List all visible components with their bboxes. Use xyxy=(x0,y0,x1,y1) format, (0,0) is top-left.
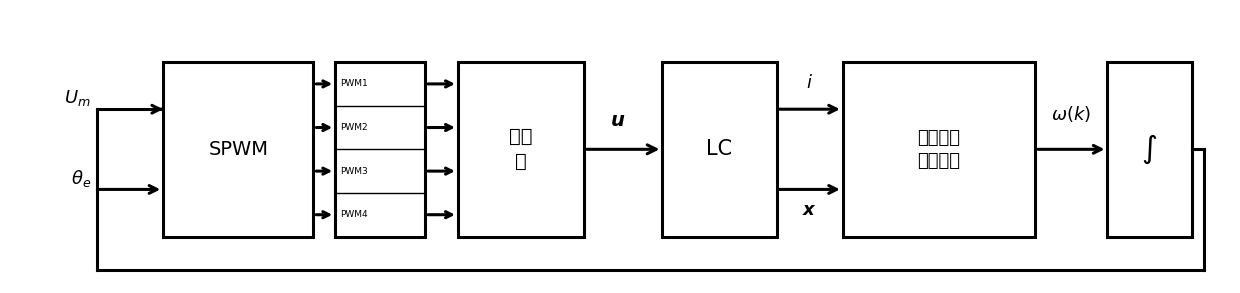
Bar xyxy=(1107,62,1192,236)
Text: SPWM: SPWM xyxy=(208,140,268,159)
Text: PWM4: PWM4 xyxy=(340,210,367,219)
Bar xyxy=(458,62,584,236)
Bar xyxy=(843,62,1035,236)
Text: 谐振频率
跟踪控制: 谐振频率 跟踪控制 xyxy=(918,129,961,170)
Text: $\theta_e$: $\theta_e$ xyxy=(71,168,91,189)
Text: ∫: ∫ xyxy=(1142,135,1157,164)
Text: $i$: $i$ xyxy=(806,74,813,92)
Text: $\boldsymbol{u}$: $\boldsymbol{u}$ xyxy=(610,111,625,130)
Text: $U_m$: $U_m$ xyxy=(64,88,91,108)
Text: $\boldsymbol{x}$: $\boldsymbol{x}$ xyxy=(802,201,817,219)
Text: PWM2: PWM2 xyxy=(340,123,367,132)
Bar xyxy=(662,62,776,236)
Text: LC: LC xyxy=(707,139,733,159)
Text: PWM3: PWM3 xyxy=(340,167,368,176)
Bar xyxy=(164,62,314,236)
Text: PWM1: PWM1 xyxy=(340,79,368,88)
Text: 逆变
器: 逆变 器 xyxy=(510,127,533,171)
Bar xyxy=(335,62,425,236)
Text: $\omega(k)$: $\omega(k)$ xyxy=(1052,104,1091,124)
